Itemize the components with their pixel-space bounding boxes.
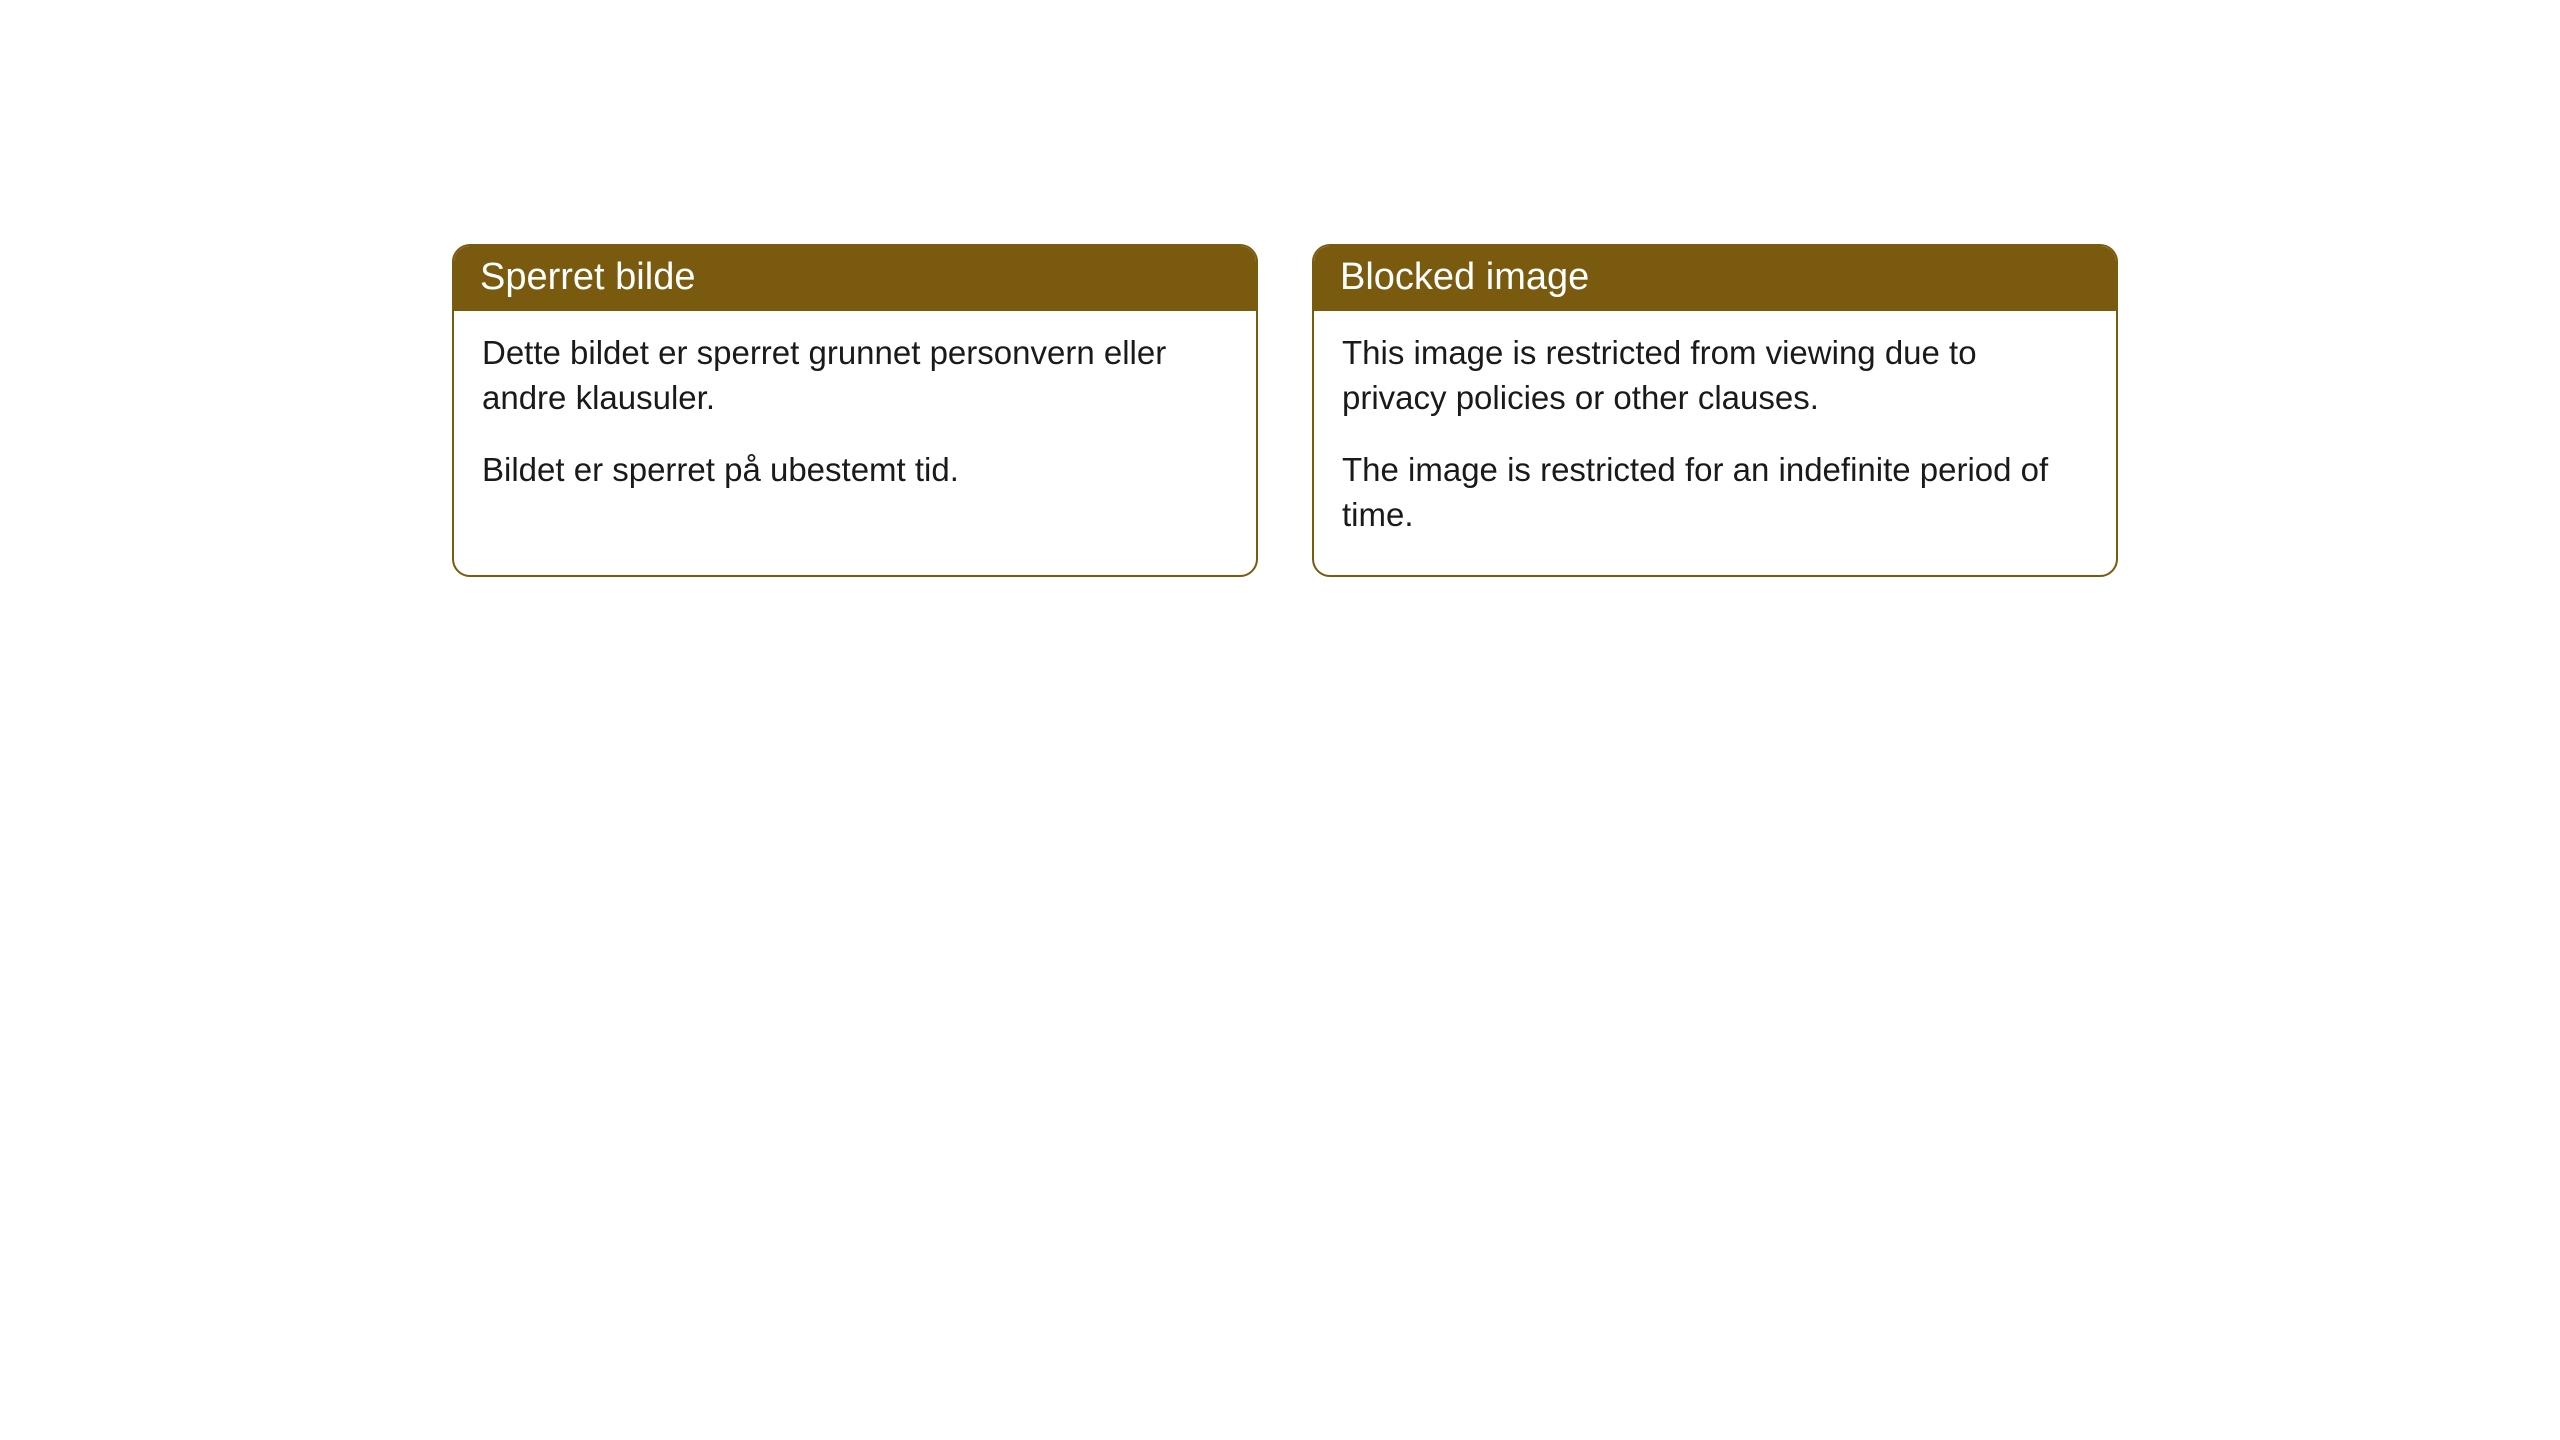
card-paragraph: The image is restricted for an indefinit… [1342,448,2088,537]
blocked-image-card-norwegian: Sperret bilde Dette bildet er sperret gr… [452,244,1258,577]
notice-cards-container: Sperret bilde Dette bildet er sperret gr… [0,0,2560,577]
card-paragraph: Bildet er sperret på ubestemt tid. [482,448,1228,493]
card-header: Blocked image [1314,246,2116,311]
card-body: Dette bildet er sperret grunnet personve… [454,311,1256,531]
card-body: This image is restricted from viewing du… [1314,311,2116,575]
card-title: Sperret bilde [480,256,695,298]
blocked-image-card-english: Blocked image This image is restricted f… [1312,244,2118,577]
card-paragraph: This image is restricted from viewing du… [1342,331,2088,420]
card-header: Sperret bilde [454,246,1256,311]
card-title: Blocked image [1340,256,1589,298]
card-paragraph: Dette bildet er sperret grunnet personve… [482,331,1228,420]
